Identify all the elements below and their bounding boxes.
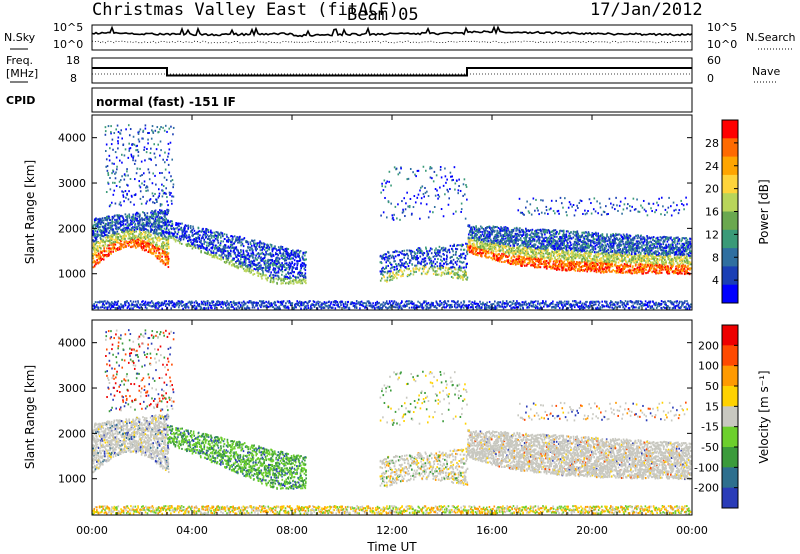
date-title: 17/Jan/2012: [590, 0, 703, 20]
cpid-label: CPID: [6, 94, 35, 107]
time-xlabel: Time UT: [366, 540, 417, 554]
colorbar-tick-label: -200: [694, 482, 719, 495]
velocity-colorbar: 200 100 50 15 -15 -50 -100 -200: [694, 324, 739, 509]
colorbar-swatch: [722, 156, 738, 176]
y-tick-label: 3000: [58, 177, 86, 190]
frequency-line: [92, 67, 692, 77]
colorbar-swatch: [722, 229, 738, 249]
colorbar-swatch: [722, 325, 738, 346]
freq-panel: Freq. [MHz] 18 8 60 0 Nave: [6, 54, 780, 85]
freq-tick-bottom: 8: [70, 72, 77, 85]
colorbar-swatch: [722, 266, 738, 286]
colorbar-swatch: [722, 211, 738, 231]
colorbar-tick-label: 4: [712, 274, 719, 287]
colorbar-tick-label: 20: [705, 183, 719, 196]
power-panel: 4000 3000 2000 1000 Slant Range [km] 28 24 20…: [23, 114, 771, 311]
y-tick-label: 3000: [58, 382, 86, 395]
colorbar-tick-label: 100: [698, 360, 719, 373]
y-tick-label: 4000: [58, 337, 86, 350]
power-data-points: [92, 124, 692, 310]
x-tick-label: 12:00: [376, 524, 408, 537]
colorbar-swatch: [722, 487, 738, 509]
x-tick-label: 00:00: [676, 524, 708, 537]
noise-tick-left-top: 10^5: [53, 21, 83, 34]
colorbar-swatch: [722, 365, 738, 387]
station-title: Christmas Valley East (fitACF): [92, 0, 399, 20]
y-tick-label: 1000: [58, 268, 86, 281]
freq-unit-label: [MHz]: [6, 67, 38, 80]
nsky-label: N.Sky: [4, 31, 36, 44]
y-tick-label: 4000: [58, 132, 86, 145]
colorbar-tick-label: 28: [705, 137, 719, 150]
colorbar-swatch: [722, 386, 738, 407]
power-colorbar: 28 24 20 16 12 8 4: [705, 119, 739, 304]
colorbar-swatch: [722, 248, 738, 267]
x-tick-label: 16:00: [476, 524, 508, 537]
noise-sky-line: [91, 25, 693, 38]
colorbar-tick-label: -50: [701, 441, 719, 454]
colorbar-tick-label: 8: [712, 251, 719, 264]
power-y-ticks: 4000 3000 2000 1000: [58, 132, 692, 281]
y-tick-label: 2000: [58, 222, 86, 235]
x-tick-label: 08:00: [276, 524, 308, 537]
velocity-data-points: [92, 329, 692, 515]
velocity-panel: 4000 3000 2000 1000 Slant Range [km] 200 100…: [23, 115, 771, 554]
colorbar-swatch: [722, 193, 738, 212]
colorbar-swatch: [722, 284, 738, 304]
noise-search-line: [91, 40, 693, 44]
freq-tick-top: 18: [66, 54, 80, 67]
nave-tick-bottom: 0: [707, 72, 714, 85]
noise-tick-left-bottom: 10^0: [53, 38, 83, 51]
colorbar-tick-label: 15: [705, 400, 719, 413]
x-tick-label: 20:00: [576, 524, 608, 537]
colorbar-swatch: [722, 138, 738, 158]
nave-label: Nave: [752, 65, 780, 78]
nsearch-label: N.Search: [746, 31, 796, 44]
x-tick-label: 04:00: [176, 524, 208, 537]
colorbar-tick-label: 200: [698, 339, 719, 352]
colorbar-swatch: [722, 345, 738, 367]
noise-tick-right-top: 10^5: [707, 21, 737, 34]
colorbar-tick-label: -100: [694, 461, 719, 474]
nave-tick-top: 60: [707, 54, 721, 67]
noise-tick-right-bottom: 10^0: [707, 38, 737, 51]
power-ylabel: Slant Range [km]: [23, 160, 37, 264]
colorbar-swatch: [722, 426, 738, 448]
time-x-ticks: 00:00 04:00 08:00 12:00 16:00 20:00 00:00: [76, 115, 708, 537]
colorbar-swatch: [722, 447, 738, 468]
beam-title: Beam 05: [347, 5, 419, 25]
colorbar-tick-label: -15: [701, 421, 719, 434]
velocity-colorbar-label: Velocity [m s⁻¹]: [757, 370, 771, 463]
y-tick-label: 1000: [58, 473, 86, 486]
colorbar-tick-label: 24: [705, 160, 719, 173]
colorbar-tick-label: 50: [705, 380, 719, 393]
colorbar-swatch: [722, 467, 738, 489]
colorbar-tick-label: 16: [705, 206, 719, 219]
colorbar-swatch: [722, 174, 738, 194]
x-tick-label: 00:00: [76, 524, 108, 537]
cpid-text: normal (fast) -151 IF: [96, 95, 236, 109]
velocity-ylabel: Slant Range [km]: [23, 365, 37, 469]
colorbar-swatch: [722, 406, 738, 428]
noise-panel: N.Sky 10^5 10^0 10^5 10^0 N.Search: [4, 21, 796, 51]
freq-label: Freq.: [6, 54, 33, 67]
colorbar-swatch: [722, 120, 738, 139]
power-colorbar-label: Power [dB]: [757, 179, 771, 244]
colorbar-tick-label: 12: [705, 228, 719, 241]
cpid-box: [91, 87, 693, 113]
y-tick-label: 2000: [58, 427, 86, 440]
velocity-y-ticks: 4000 3000 2000 1000: [58, 337, 692, 486]
